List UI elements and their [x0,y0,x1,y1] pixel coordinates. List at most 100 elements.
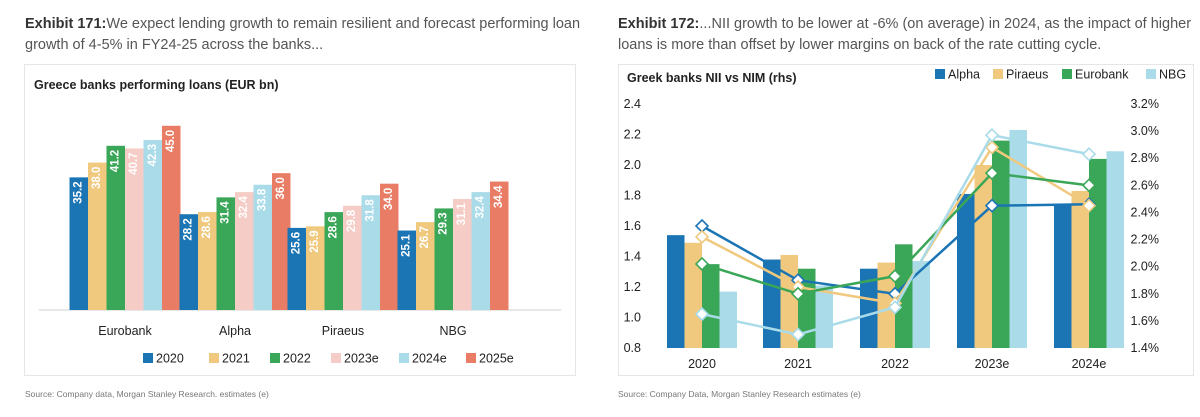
bar-piraeus-2025e [380,183,399,310]
bar-piraeus-2022 [877,262,895,348]
legend-swatch-eurobank [1062,69,1072,79]
bar-alpha-2023e [235,192,254,310]
nim-marker-nbg [1081,147,1097,162]
y2-tick-label: 2.4% [1131,205,1160,219]
data-label: 25.1 [401,234,413,257]
bar-alpha-2023e [957,193,975,348]
y-tick-label: 1.2 [624,280,641,294]
y-tick-label: 1.4 [624,250,641,264]
y2-tick-label: 3.2% [1131,97,1160,111]
performing-loans-chart-box: Greece banks performing loans (EUR bn) 3… [24,64,576,376]
exhibit-171-panel: Exhibit 171:We expect lending growth to … [24,14,595,399]
legend-swatch-2023e [331,353,341,363]
exhibit-171-caption: Exhibit 171:We expect lending growth to … [25,14,595,56]
legend-swatch-nbg [1146,69,1156,79]
legend-swatch-2022 [270,353,280,363]
category-label: 2020 [688,357,716,371]
category-label: 2021 [784,357,812,371]
data-label: 33.8 [257,188,269,211]
y-tick-label: 2.0 [624,158,641,172]
y-tick-label: 2.2 [624,128,641,142]
nii-nim-chart-title: Greek banks NII vs NIM (rhs) [627,71,797,85]
data-label: 25.9 [309,230,321,252]
legend-label: 2022 [283,352,311,366]
bar-piraeus-2021 [306,226,325,310]
nim-marker-eurobank [790,286,806,301]
legend-swatch-2024e [399,353,409,363]
bar-nbg-2023e [453,198,472,310]
category-label: Piraeus [322,324,364,338]
bar-nbg-2020 [397,230,416,310]
nim-marker-alpha [984,198,1000,213]
legend-label: Piraeus [1006,68,1048,82]
bar-piraeus-2024e [1071,190,1089,348]
y2-tick-label: 2.6% [1131,178,1160,192]
legend-swatch-piraeus [993,69,1003,79]
bar-piraeus-2024e [361,195,380,310]
bar-eurobank-2021 [88,162,107,310]
bar-eurobank-2020 [702,264,720,348]
legend-label: Alpha [948,68,980,82]
bar-piraeus-2023e [343,205,362,310]
data-label: 36.0 [275,177,287,199]
y2-tick-label: 2.8% [1131,151,1160,165]
category-label: NBG [439,324,466,338]
legend-label: 2020 [156,352,184,366]
data-label: 25.6 [291,232,303,254]
data-label: 31.8 [365,199,377,222]
y2-tick-label: 3.0% [1131,124,1160,138]
data-label: 40.7 [128,152,140,174]
bar-eurobank-2020 [69,177,88,310]
exhibit-171-label: Exhibit 171: [25,16,107,32]
category-label: 2023e [975,357,1010,371]
bar-alpha-2024e [1054,204,1072,348]
exhibit-171-source: Source: Company data, Morgan Stanley Res… [25,389,269,399]
data-label: 29.3 [438,212,450,234]
nim-marker-nbg [694,306,710,322]
exhibit-171-text: We expect lending growth to remain resil… [25,16,581,53]
bar-alpha-2021 [198,212,217,310]
bar-alpha-2020 [179,214,198,310]
legend-label: 2024e [412,352,447,366]
legend-label: NBG [1159,68,1186,82]
nim-marker-piraeus [984,140,1000,155]
bar-nbg-2022 [912,261,930,348]
nim-marker-eurobank [694,256,710,272]
bar-piraeus-2020 [287,227,306,310]
bar-nbg-2023e [1009,129,1027,348]
bar-piraeus-2022 [324,212,343,310]
performing-loans-chart-title: Greece banks performing loans (EUR bn) [34,78,279,92]
bar-nbg-2024e [1106,151,1124,348]
y-tick-label: 2.4 [624,97,641,111]
nim-marker-eurobank [1081,178,1097,193]
category-label: 2022 [881,357,909,371]
exhibit-172-text: ...NII growth to be lower at -6% (on ave… [618,16,1192,53]
data-label: 41.2 [110,150,122,172]
bar-eurobank-2022 [106,145,125,310]
bar-nbg-2025e [490,181,509,310]
category-label: 2024e [1072,357,1107,371]
y-tick-label: 0.8 [624,341,641,355]
legend-swatch-2020 [143,353,153,363]
y2-tick-label: 1.8% [1131,287,1160,301]
data-label: 35.2 [73,181,85,203]
bar-piraeus-2023e [974,165,992,348]
data-label: 32.4 [238,196,250,219]
legend-label: 2021 [222,352,250,366]
data-label: 31.4 [220,201,232,224]
bar-alpha-2020 [667,235,685,348]
bar-nbg-2022 [434,208,453,310]
category-label: Alpha [219,324,251,338]
data-label: 34.4 [493,185,505,208]
nii-nim-chart: 0.8 1.0 1.2 1.4 1.6 1.8 2.0 2.2 2.4 1.4% 1.6% 1.8% 2… [624,68,1186,372]
bar-nbg-2021 [416,222,435,310]
data-label: 28.6 [328,216,340,238]
exhibit-172-source: Source: Company Data, Morgan Stanley Res… [618,389,861,399]
nim-marker-piraeus [1081,198,1097,213]
bar-piraeus-2020 [684,242,702,348]
exhibit-172-panel: Exhibit 172:...NII growth to be lower at… [600,0,1200,417]
data-label: 29.8 [346,209,358,232]
legend-label: Eurobank [1075,68,1129,82]
legend-swatch-2021 [209,353,219,363]
data-label: 34.0 [383,188,395,210]
